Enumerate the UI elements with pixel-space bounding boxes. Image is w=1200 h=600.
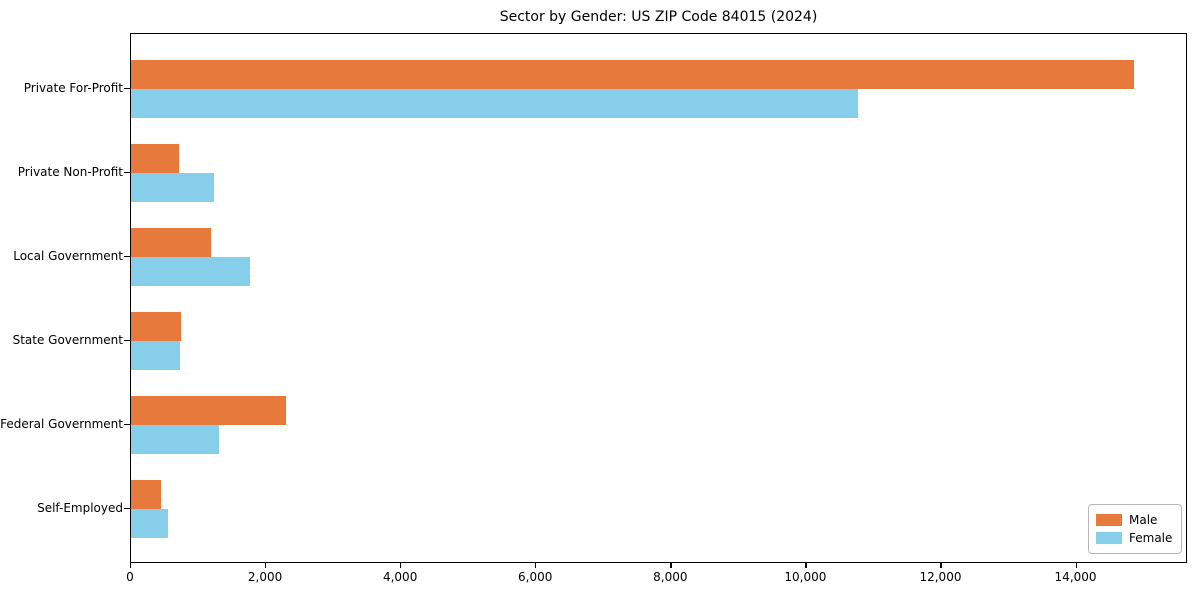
y-tick-label-self-employed: Self-Employed (37, 501, 123, 515)
x-tick-mark (400, 563, 402, 568)
x-tick-mark (535, 563, 537, 568)
bar-female-federal-government (131, 425, 219, 455)
x-tick-mark (805, 563, 807, 568)
bar-male-federal-government (131, 396, 287, 426)
x-tick-label-8-000: 8,000 (653, 570, 688, 584)
bar-female-private-for-profit (131, 89, 858, 119)
y-tick-mark (124, 88, 130, 90)
y-tick-label-private-for-profit: Private For-Profit (23, 81, 123, 96)
y-tick-mark (124, 424, 130, 426)
x-tick-mark (1075, 563, 1077, 568)
x-tick-label-14-000: 14,000 (1054, 570, 1097, 584)
legend-label-male: Male (1129, 512, 1158, 527)
bar-male-local-government (131, 228, 212, 258)
x-tick-label-12-000: 12,000 (919, 570, 962, 584)
x-tick-label-2-000: 2,000 (247, 570, 283, 584)
bar-male-private-for-profit (131, 60, 1135, 90)
x-tick-label-10-000: 10,000 (784, 570, 827, 584)
bar-male-state-government (131, 312, 181, 342)
x-tick-mark (265, 563, 267, 568)
legend-entry-female: Female (1096, 530, 1174, 545)
bar-male-self-employed (131, 480, 161, 509)
legend-entry-male: Male (1096, 512, 1174, 527)
legend: Male Female (1088, 504, 1182, 554)
x-tick-label-4-000: 4,000 (382, 570, 418, 584)
y-tick-mark (124, 340, 130, 342)
legend-label-female: Female (1129, 530, 1173, 545)
y-tick-mark (124, 508, 130, 510)
x-tick-mark (670, 563, 672, 568)
legend-swatch-female (1096, 532, 1122, 544)
y-tick-mark (124, 256, 130, 258)
bar-female-local-government (131, 257, 251, 287)
x-tick-label-0: 0 (126, 570, 134, 584)
bar-female-private-non-profit (131, 173, 214, 203)
bar-female-state-government (131, 341, 180, 371)
y-tick-label-private-non-profit: Private Non-Profit (17, 165, 123, 180)
x-tick-mark (130, 563, 132, 568)
x-tick-mark (940, 563, 942, 568)
bar-female-self-employed (131, 509, 169, 538)
y-tick-mark (124, 172, 130, 174)
y-tick-label-local-government: Local Government (13, 249, 123, 264)
bar-male-private-non-profit (131, 144, 179, 174)
y-tick-label-federal-government: Federal Government (0, 417, 123, 432)
y-tick-label-state-government: State Government (12, 333, 123, 348)
plot-area (130, 33, 1187, 563)
legend-swatch-male (1096, 514, 1122, 526)
x-tick-label-6-000: 6,000 (518, 570, 553, 584)
chart-title: Sector by Gender: US ZIP Code 84015 (202… (499, 9, 818, 25)
